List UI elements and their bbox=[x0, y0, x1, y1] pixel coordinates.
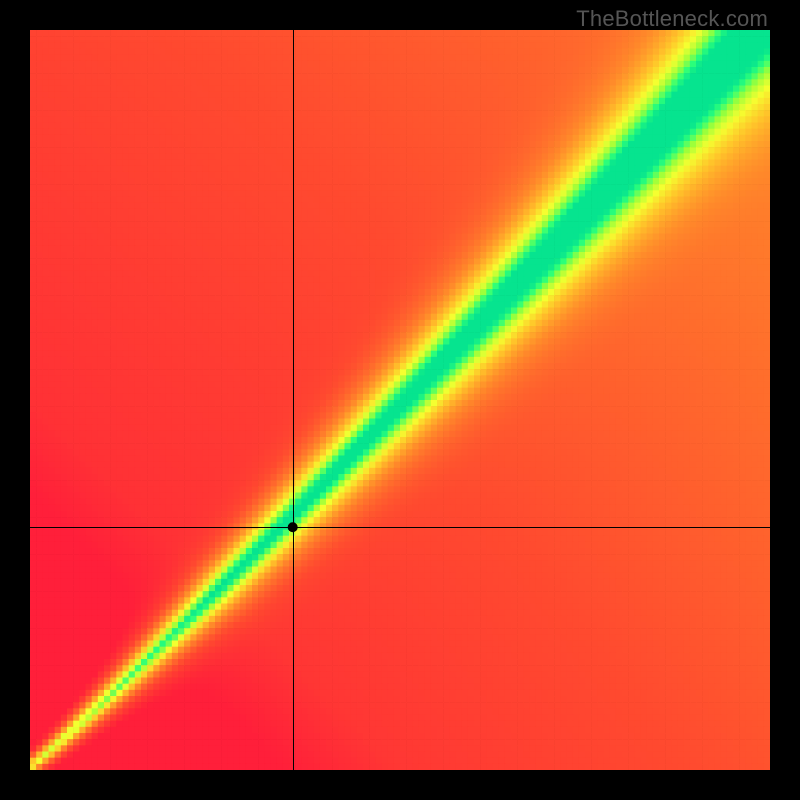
chart-container: TheBottleneck.com bbox=[0, 0, 800, 800]
heatmap-canvas bbox=[30, 30, 770, 770]
watermark-text: TheBottleneck.com bbox=[576, 6, 768, 32]
heatmap-plot bbox=[30, 30, 770, 770]
